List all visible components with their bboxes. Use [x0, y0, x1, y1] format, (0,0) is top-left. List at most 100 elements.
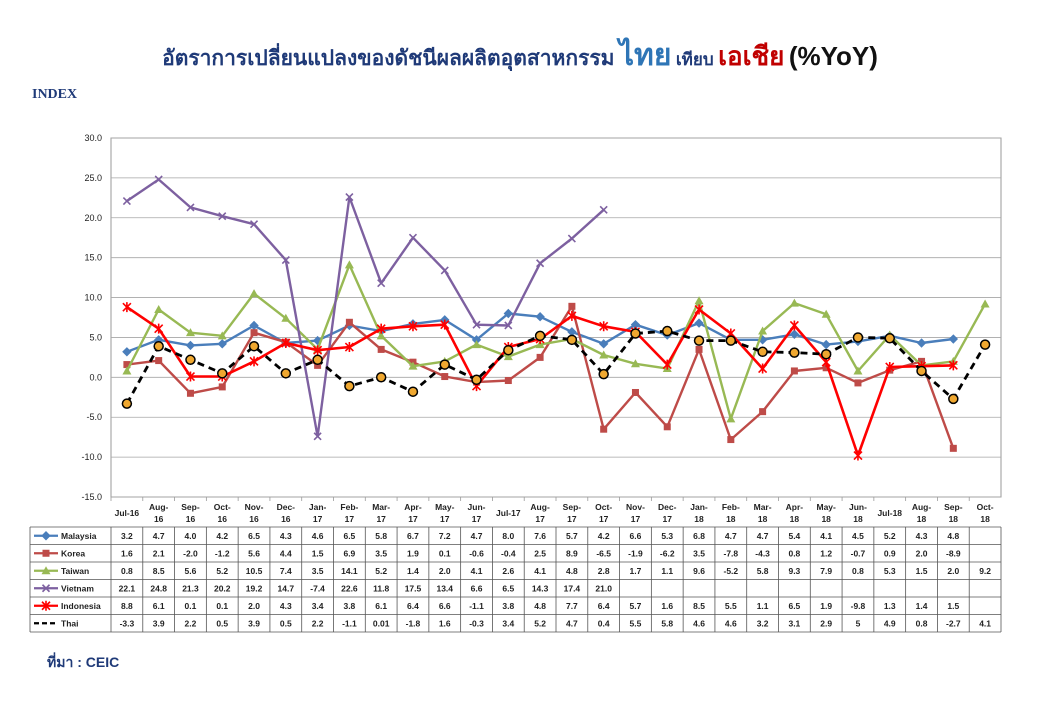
- data-point: [852, 332, 864, 343]
- data-point: [884, 332, 895, 344]
- data-point: [217, 331, 227, 340]
- table-cell: -3.3: [120, 618, 135, 628]
- table-cell: 2.2: [185, 618, 197, 628]
- data-point: [789, 347, 800, 358]
- data-point: [566, 334, 578, 346]
- series-name: Taiwan: [61, 566, 89, 576]
- data-point: [345, 192, 354, 202]
- x-tick-label: Oct-: [214, 502, 231, 512]
- data-point: [567, 310, 577, 321]
- table-cell: 9.3: [788, 566, 800, 576]
- table-cell: 2.8: [598, 566, 610, 576]
- x-tick-label: Sep-: [563, 502, 582, 512]
- table-cell: -9.8: [851, 601, 866, 611]
- table-cell: 14.1: [341, 566, 358, 576]
- x-tick-label: Aug-: [530, 502, 550, 512]
- table-cell: -1.1: [469, 601, 484, 611]
- data-point: [948, 360, 958, 371]
- data-point: [217, 339, 227, 349]
- table-cell: 22.6: [341, 583, 358, 593]
- data-point: [599, 350, 609, 359]
- table-cell: 0.8: [916, 618, 928, 628]
- x-tick-label: 17: [408, 514, 418, 524]
- table-cell: -0.6: [469, 548, 484, 558]
- x-tick-label: 16: [186, 514, 196, 524]
- y-axis-unit-label: INDEX: [32, 87, 78, 102]
- table-cell: 4.7: [566, 618, 578, 628]
- table-cell: 10.5: [246, 566, 263, 576]
- table-cell: 6.6: [630, 531, 642, 541]
- data-point: [121, 398, 133, 409]
- table-cell: 1.6: [661, 601, 673, 611]
- y-tick-label: 30.0: [84, 133, 102, 143]
- table-cell: -1.9: [628, 548, 643, 558]
- data-point: [948, 334, 959, 344]
- data-point: [979, 339, 991, 350]
- data-point: [820, 348, 832, 360]
- table-cell: 1.7: [630, 566, 642, 576]
- x-tick-label: Jun-: [468, 502, 486, 512]
- table-cell: 4.3: [280, 601, 292, 611]
- data-point: [534, 330, 546, 342]
- data-point: [789, 298, 799, 307]
- table-cell: -6.5: [596, 548, 611, 558]
- data-point: [122, 347, 132, 357]
- data-point: [472, 320, 481, 329]
- data-point: [154, 305, 164, 314]
- data-point: [726, 414, 736, 423]
- table-cell: 2.9: [820, 618, 832, 628]
- data-point: [375, 372, 387, 383]
- x-tick-label: May-: [435, 502, 455, 512]
- table-cell: 2.0: [916, 548, 928, 558]
- x-tick-label: Jun-: [849, 502, 867, 512]
- data-point: [376, 331, 386, 340]
- table-cell: 2.0: [947, 566, 959, 576]
- data-point: [281, 255, 290, 265]
- table-cell: -4.3: [755, 548, 770, 558]
- series-vietnam: [122, 175, 608, 441]
- data-point: [757, 346, 768, 358]
- table-cell: 19.2: [246, 583, 263, 593]
- x-tick-label: 17: [663, 514, 673, 524]
- x-tick-label: Aug-: [912, 502, 932, 512]
- table-cell: 4.6: [725, 618, 737, 628]
- data-point: [153, 340, 164, 352]
- legend-key: [34, 566, 58, 575]
- table-cell: 0.5: [216, 618, 228, 628]
- table-cell: 17.4: [564, 583, 581, 593]
- table-cell: 7.2: [439, 531, 451, 541]
- x-tick-label: 17: [376, 514, 386, 524]
- table-cell: 1.3: [884, 601, 896, 611]
- data-point: [186, 203, 195, 212]
- data-point: [248, 340, 260, 352]
- table-cell: 2.2: [312, 618, 324, 628]
- table-cell: 4.3: [280, 531, 292, 541]
- x-tick-label: Apr-: [786, 502, 804, 512]
- legend-key: [34, 531, 58, 541]
- x-tick-label: Feb-: [340, 502, 358, 512]
- table-cell: 3.4: [502, 618, 514, 628]
- table-cell: 2.6: [502, 566, 514, 576]
- table-cell: 4.7: [153, 531, 165, 541]
- table-cell: 5.5: [630, 618, 642, 628]
- table-cell: 6.7: [407, 531, 419, 541]
- x-tick-label: Jan-: [690, 502, 708, 512]
- data-point: [725, 335, 737, 346]
- table-cell: 24.8: [150, 583, 167, 593]
- table-cell: 4.8: [566, 566, 578, 576]
- data-point: [503, 344, 514, 356]
- x-tick-label: Oct-: [977, 502, 994, 512]
- data-point: [536, 353, 544, 361]
- x-tick-label: 18: [980, 514, 990, 524]
- x-tick-label: 16: [218, 514, 228, 524]
- data-point: [758, 326, 768, 335]
- series-name: Vietnam: [61, 583, 94, 593]
- title-asia: เอเชีย: [718, 41, 785, 71]
- table-cell: 4.1: [820, 531, 832, 541]
- data-point: [345, 318, 353, 326]
- table-cell: 6.4: [598, 601, 610, 611]
- table-cell: 8.5: [693, 601, 705, 611]
- table-cell: 5.4: [788, 531, 800, 541]
- table-cell: -6.2: [660, 548, 675, 558]
- data-point: [439, 359, 450, 370]
